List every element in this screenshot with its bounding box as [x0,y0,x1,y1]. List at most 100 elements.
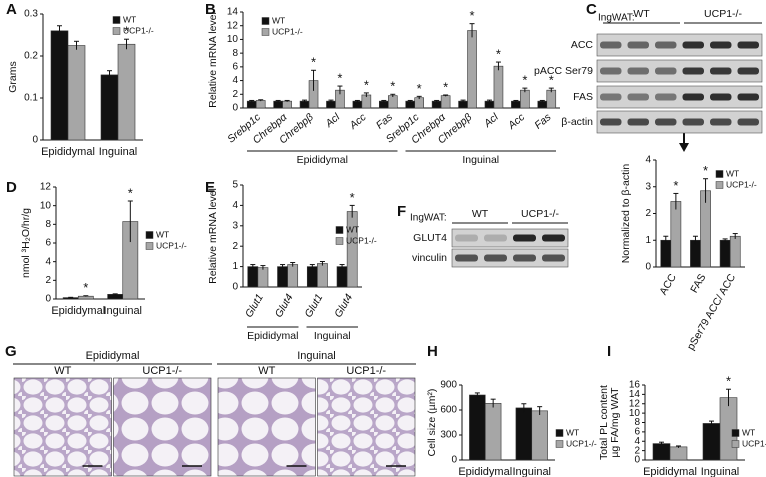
y-tick-label: 0 [32,135,38,146]
legend-swatch [335,237,344,245]
lane-group-label: WT [633,8,650,20]
bar [546,89,557,109]
blot-row-label: vinculin [412,252,447,264]
group-label: Inguinal [462,154,499,166]
blot-band [542,254,565,262]
y-tick-label: 10 [227,34,239,45]
blot-band [655,41,677,49]
error-bar [68,296,74,298]
y-tick-label: 1 [232,261,238,272]
y-axis-label: Relative mRNA level [207,188,219,284]
blot-row-label: FAS [573,91,593,103]
bar [515,407,533,461]
y-tick-label: 2 [45,275,51,286]
y-tick-label: 2 [645,208,651,219]
blot-band [627,41,649,49]
blot-band [542,234,565,242]
legend-swatch [335,226,344,234]
x-tick-label: Inguinal [103,305,142,317]
blot-band [600,41,622,49]
error-bar [469,23,475,38]
legend-swatch [261,17,270,25]
blot-band [627,93,649,101]
x-tick-label: Acc [347,111,369,133]
error-bar [354,99,360,102]
y-tick-label: 0 [451,455,457,466]
y-axis-label: Normalized to β-actin [620,164,632,264]
error-bar [722,238,728,242]
y-tick-label: 300 [440,430,457,441]
genotype-label: UCP1-/- [346,365,386,377]
blot-band [600,67,622,75]
error-bar [381,99,387,102]
significance-label: * [364,77,369,92]
bar [117,43,136,141]
legend-label: UCP1-/- [346,235,377,245]
error-bar [537,406,543,415]
blot-band [710,41,732,49]
legend-label: WT [123,14,136,24]
y-tick-label: 0 [45,294,51,305]
panel-label: C [586,1,597,18]
error-bar [302,99,308,103]
bar [255,100,266,109]
genotype-label: UCP1-/- [142,365,182,377]
error-bar [416,95,422,100]
panel-label: E [205,179,215,196]
significance-label: * [337,70,342,85]
y-tick-label: 0 [634,455,640,466]
bar [469,394,486,461]
y-tick-label: 2 [232,241,238,252]
bar [467,30,477,109]
blot-band [655,67,677,75]
blot-band [627,67,649,75]
blot-strip [596,85,763,109]
blot-band [710,118,732,126]
y-tick-label: 3 [645,181,651,192]
error-bar [124,38,129,50]
blot-band [655,93,677,101]
bar [277,266,288,288]
blot-band [737,118,759,126]
legend-swatch [112,27,121,35]
x-tick-label: Epididymal [51,305,105,317]
panel-label: F [397,203,406,220]
bar [379,100,389,109]
error-bar [460,99,466,103]
blot-band [682,41,704,49]
legend-label: UCP1-/- [272,26,303,36]
error-bar [663,235,669,245]
bar [484,403,502,461]
legend-label: WT [742,427,755,437]
error-bar [692,235,698,245]
bar [702,423,721,461]
error-bar [337,85,343,95]
blot-band [737,93,759,101]
error-bar [309,264,315,269]
bar [493,65,504,109]
blot-strip [596,59,763,83]
legend-swatch [145,242,154,250]
legend-swatch [731,429,740,437]
bar [336,266,348,288]
bar [520,89,530,109]
y-tick-label: 12 [629,398,641,409]
depot-label: Inguinal [297,350,336,362]
bar [670,201,682,268]
depot-label: Epididymal [86,350,140,362]
y-tick-label: 3 [232,220,238,231]
bar [440,95,451,109]
bar [352,100,363,109]
error-bar [407,99,413,102]
blot-band [682,93,704,101]
error-bar [703,178,709,203]
blot-strip [451,228,569,248]
panel-label: I [607,343,611,360]
x-tick-label: Acc [505,111,527,133]
legend-swatch [112,16,121,24]
x-tick-label: ACC [657,272,679,298]
significance-label: * [124,24,129,39]
error-bar [676,445,681,448]
error-bar [275,99,281,102]
y-tick-label: 0.3 [24,9,38,20]
